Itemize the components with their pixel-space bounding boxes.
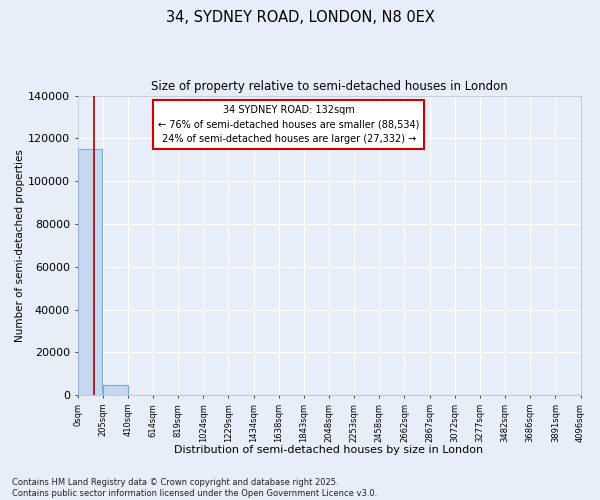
Y-axis label: Number of semi-detached properties: Number of semi-detached properties: [15, 149, 25, 342]
Text: Contains HM Land Registry data © Crown copyright and database right 2025.
Contai: Contains HM Land Registry data © Crown c…: [12, 478, 377, 498]
Bar: [103, 384, 128, 395]
Title: Size of property relative to semi-detached houses in London: Size of property relative to semi-detach…: [151, 80, 508, 93]
Text: 34 SYDNEY ROAD: 132sqm
← 76% of semi-detached houses are smaller (88,534)
24% of: 34 SYDNEY ROAD: 132sqm ← 76% of semi-det…: [158, 104, 419, 144]
X-axis label: Distribution of semi-detached houses by size in London: Distribution of semi-detached houses by …: [175, 445, 484, 455]
Text: 34, SYDNEY ROAD, LONDON, N8 0EX: 34, SYDNEY ROAD, LONDON, N8 0EX: [166, 10, 434, 25]
Bar: [78, 149, 103, 395]
